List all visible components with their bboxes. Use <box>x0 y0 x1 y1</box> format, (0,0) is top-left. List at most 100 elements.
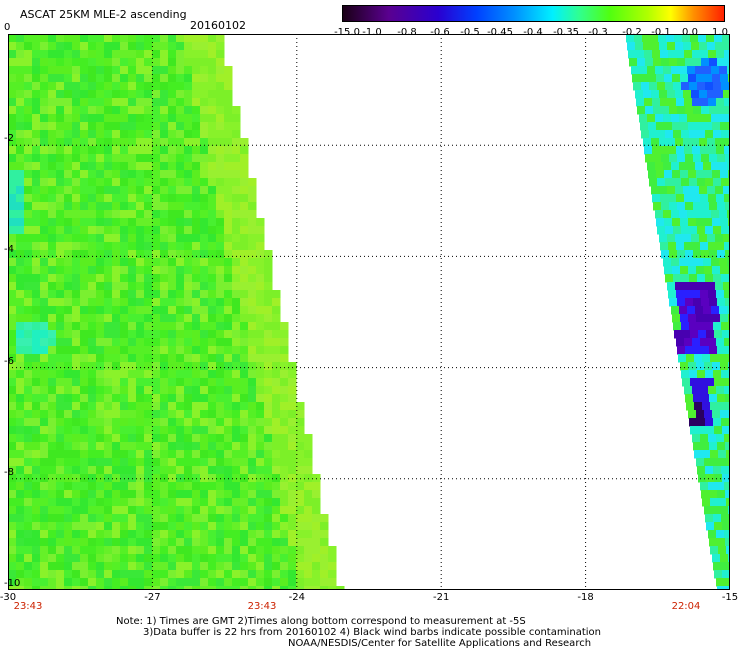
swath-cell <box>653 58 662 67</box>
swath-cell <box>80 378 89 387</box>
swath-cell <box>16 522 25 531</box>
swath-cell <box>80 322 89 331</box>
swath-cell <box>40 90 49 99</box>
swath-cell <box>64 482 73 491</box>
swath-cell <box>32 346 41 355</box>
swath-cell <box>713 466 722 475</box>
swath-cell <box>176 114 185 123</box>
swath-cell <box>40 42 49 51</box>
swath-cell <box>296 490 305 499</box>
swath-cell <box>144 554 153 563</box>
swath-cell <box>88 194 97 203</box>
swath-cell <box>320 538 329 547</box>
swath-cell <box>72 186 81 195</box>
swath-cell <box>48 218 57 227</box>
swath-cell <box>32 546 41 555</box>
swath-cell <box>8 386 17 395</box>
swath-cell <box>96 514 105 523</box>
swath-cell <box>168 66 177 75</box>
swath-cell <box>16 442 25 451</box>
swath-cell <box>224 394 233 403</box>
swath-cell <box>136 242 145 251</box>
swath-cell <box>96 122 105 131</box>
swath-cell <box>232 378 241 387</box>
swath-cell <box>72 402 81 411</box>
swath-cell <box>56 266 65 275</box>
swath-cell <box>176 90 185 99</box>
swath-cell <box>695 306 704 315</box>
swath-cell <box>280 386 289 395</box>
swath-cell <box>707 90 716 99</box>
swath-cell <box>200 186 209 195</box>
swath-cell <box>8 122 17 131</box>
swath-cell <box>184 306 193 315</box>
swath-cell <box>703 210 712 219</box>
swath-cell <box>104 258 113 267</box>
swath-cell <box>32 426 41 435</box>
swath-cell <box>176 106 185 115</box>
swath-cell <box>304 498 313 507</box>
swath-cell <box>24 50 33 59</box>
swath-cell <box>664 122 673 131</box>
swath-cell <box>24 274 33 283</box>
swath-cell <box>64 58 73 67</box>
swath-cell <box>88 186 97 195</box>
swath-cell <box>720 314 729 323</box>
swath-cell <box>208 186 217 195</box>
swath-cell <box>152 482 161 491</box>
swath-cell <box>16 58 25 67</box>
swath-cell <box>208 498 217 507</box>
swath-cell <box>716 98 725 107</box>
swath-cell <box>224 194 233 203</box>
swath-cell <box>224 338 233 347</box>
plot-border <box>8 34 730 590</box>
swath-cell <box>160 154 169 163</box>
swath-cell <box>192 538 201 547</box>
swath-cell <box>635 42 644 51</box>
swath-cell <box>40 498 49 507</box>
swath-cell <box>232 546 241 555</box>
swath-cell <box>208 274 217 283</box>
swath-cell <box>128 218 137 227</box>
swath-cell <box>272 434 281 443</box>
swath-cell <box>288 498 297 507</box>
swath-cell <box>72 410 81 419</box>
swath-cell <box>16 34 25 43</box>
swath-cell <box>184 578 193 587</box>
swath-cell <box>650 34 659 43</box>
swath-cell <box>16 90 25 99</box>
swath-cell <box>264 386 273 395</box>
swath-cell <box>168 402 177 411</box>
swath-cell <box>240 370 249 379</box>
swath-cell <box>144 98 153 107</box>
swath-cell <box>72 570 81 579</box>
swath-cell <box>272 490 281 499</box>
swath-cell <box>88 530 97 539</box>
swath-cell <box>184 514 193 523</box>
swath-cell <box>120 162 129 171</box>
swath-cell <box>264 322 273 331</box>
swath-cell <box>699 234 708 243</box>
swath-cell <box>723 138 732 147</box>
swath-cell <box>200 474 209 483</box>
swath-cell <box>88 66 97 75</box>
swath-cell <box>8 250 17 259</box>
swath-cell <box>24 578 33 587</box>
swath-cell <box>160 90 169 99</box>
swath-cell <box>232 242 241 251</box>
swath-cell <box>232 218 241 227</box>
swath-cell <box>192 202 201 211</box>
swath-cell <box>176 346 185 355</box>
swath-cell <box>696 410 705 419</box>
swath-cell <box>320 578 329 587</box>
swath-cell <box>120 210 129 219</box>
swath-cell <box>264 266 273 275</box>
swath-cell <box>48 386 57 395</box>
swath-cell <box>232 394 241 403</box>
swath-cell <box>304 538 313 547</box>
swath-cell <box>655 114 664 123</box>
swath-cell <box>200 154 209 163</box>
swath-cell <box>120 178 129 187</box>
swath-cell <box>280 570 289 579</box>
swath-cell <box>32 122 41 131</box>
